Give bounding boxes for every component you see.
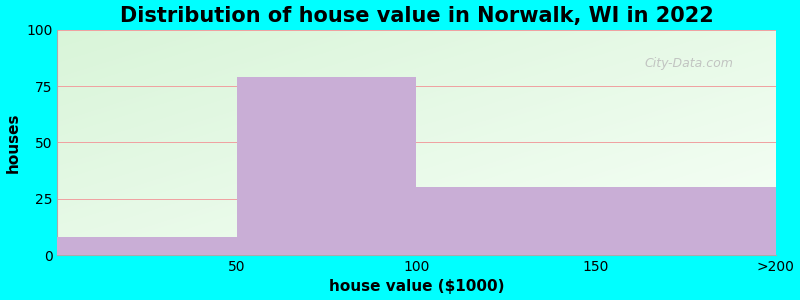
- Bar: [58, 237, 237, 255]
- Text: City-Data.com: City-Data.com: [645, 57, 734, 70]
- Title: Distribution of house value in Norwalk, WI in 2022: Distribution of house value in Norwalk, …: [119, 6, 714, 26]
- X-axis label: house value ($1000): house value ($1000): [329, 279, 504, 294]
- Bar: [417, 188, 596, 255]
- Bar: [237, 77, 417, 255]
- Y-axis label: houses: houses: [6, 112, 21, 173]
- Bar: [596, 188, 775, 255]
